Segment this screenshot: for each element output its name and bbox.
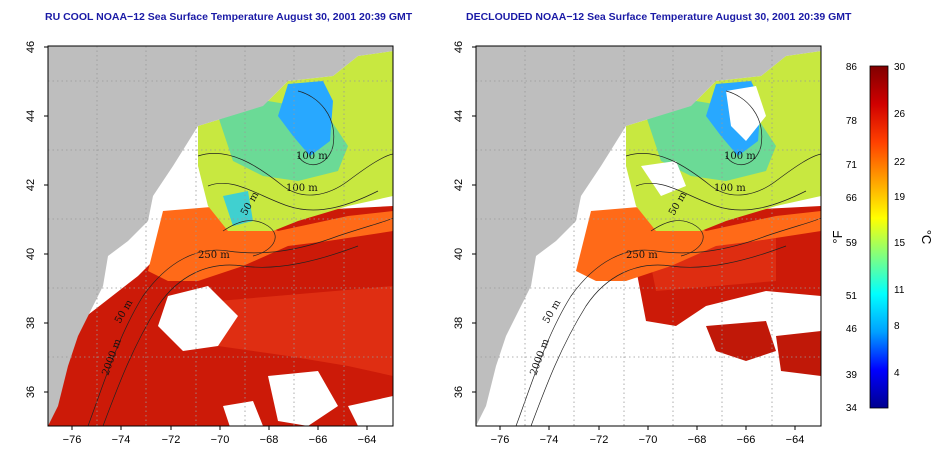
- y-tick-label: 36: [25, 386, 37, 398]
- sst-gulf-stream: [218, 286, 393, 376]
- x-tick-label: −68: [260, 434, 279, 446]
- map-panel-declouded-content: 100 m 100 m 50 m 250 m 50 m 2000 m: [476, 46, 821, 426]
- x-tick-label: −76: [491, 434, 510, 446]
- sst-warm-patch: [776, 331, 821, 376]
- sst-shelf-water: [576, 206, 821, 281]
- x-tick-label: −64: [786, 434, 805, 446]
- isobath-label: 100 m: [286, 183, 318, 194]
- colorbar-c-unit: °C: [919, 230, 934, 245]
- colorbar-f-tick: 78: [846, 116, 858, 127]
- isobaths: [87, 90, 393, 426]
- cloud-patch: [726, 86, 766, 141]
- colorbar: 86 78 71 66 59 51 46 39 34 °F 30 26 22 1…: [830, 62, 934, 414]
- y-axis-left: 36 38 40 42 44 46: [25, 41, 48, 398]
- x-tick-label: −64: [358, 434, 377, 446]
- x-axis-right: −76 −74 −72 −70 −68 −66 −64: [491, 426, 805, 446]
- cloud-patch: [158, 286, 238, 351]
- land-mass: [48, 46, 393, 426]
- colorbar-celsius-axis: 30 26 22 19 15 11 8 4 °C: [894, 62, 934, 379]
- cloud-patch: [641, 161, 686, 196]
- y-tick-label: 42: [25, 179, 37, 191]
- x-tick-label: −72: [162, 434, 181, 446]
- sst-shelf-water: [148, 206, 393, 281]
- left-panel-title: RU COOL NOAA−12 Sea Surface Temperature …: [45, 11, 413, 23]
- x-tick-label: −70: [211, 434, 230, 446]
- y-tick-label: 42: [453, 179, 465, 191]
- isobath-label: 100 m: [296, 151, 328, 162]
- y-tick-label: 46: [453, 41, 465, 53]
- colorbar-f-tick: 39: [846, 370, 858, 381]
- colorbar-f-tick: 46: [846, 324, 858, 335]
- y-tick-label: 38: [25, 317, 37, 329]
- y-tick-label: 40: [25, 248, 37, 260]
- x-tick-label: −74: [112, 434, 131, 446]
- colorbar-f-tick: 71: [846, 160, 858, 171]
- y-tick-label: 44: [25, 110, 37, 122]
- y-tick-label: 36: [453, 386, 465, 398]
- y-tick-label: 38: [453, 317, 465, 329]
- x-tick-label: −66: [737, 434, 756, 446]
- land-mass: [476, 46, 821, 426]
- map-panel-raw: 100 m 100 m 50 m 250 m 50 m 2000 m: [25, 41, 394, 446]
- lat-lon-grid: [476, 46, 821, 426]
- map-panel-declouded: 100 m 100 m 50 m 250 m 50 m 2000 m: [453, 41, 822, 446]
- sst-cold-pool: [278, 81, 333, 156]
- colorbar-c-tick: 19: [894, 192, 906, 203]
- isobaths: [515, 90, 821, 426]
- isobath-label: 100 m: [714, 183, 746, 194]
- colorbar-c-tick: 4: [894, 368, 900, 379]
- colorbar-f-unit: °F: [830, 230, 845, 243]
- isobath-label: 250 m: [198, 250, 230, 261]
- colorbar-fahrenheit-axis: 86 78 71 66 59 51 46 39 34 °F: [830, 62, 857, 414]
- colorbar-f-tick: 34: [846, 403, 858, 414]
- y-tick-label: 46: [25, 41, 37, 53]
- x-tick-label: −76: [63, 434, 82, 446]
- sst-georges-cold: [223, 191, 253, 226]
- x-tick-label: −74: [540, 434, 559, 446]
- cloud-patch: [268, 371, 338, 426]
- cloud-patch: [348, 396, 393, 426]
- colorbar-f-tick: 51: [846, 291, 858, 302]
- colorbar-c-tick: 26: [894, 109, 906, 120]
- colorbar-c-tick: 8: [894, 321, 900, 332]
- y-tick-label: 44: [453, 110, 465, 122]
- colorbar-c-tick: 15: [894, 238, 906, 249]
- colorbar-f-tick: 66: [846, 193, 858, 204]
- colorbar-c-tick: 30: [894, 62, 906, 73]
- x-axis-left: −76 −74 −72 −70 −68 −66 −64: [63, 426, 377, 446]
- isobath-label: 100 m: [724, 151, 756, 162]
- colorbar-bar: [869, 65, 889, 409]
- map-panel-raw-content: 100 m 100 m 50 m 250 m 50 m 2000 m: [48, 46, 393, 426]
- cloud-patch: [223, 401, 263, 426]
- colorbar-c-tick: 22: [894, 157, 906, 168]
- isobath-label: 250 m: [626, 250, 658, 261]
- lat-lon-grid: [48, 46, 393, 426]
- x-tick-label: −68: [688, 434, 707, 446]
- y-tick-label: 40: [453, 248, 465, 260]
- y-axis-right: 36 38 40 42 44 46: [453, 41, 476, 398]
- colorbar-f-tick: 59: [846, 238, 858, 249]
- x-tick-label: −70: [639, 434, 658, 446]
- x-tick-label: −72: [590, 434, 609, 446]
- sst-warm-patch: [706, 321, 776, 361]
- x-tick-label: −66: [309, 434, 328, 446]
- right-panel-title: DECLOUDED NOAA−12 Sea Surface Temperatur…: [466, 11, 852, 23]
- colorbar-f-tick: 86: [846, 62, 858, 73]
- colorbar-c-tick: 11: [894, 285, 905, 296]
